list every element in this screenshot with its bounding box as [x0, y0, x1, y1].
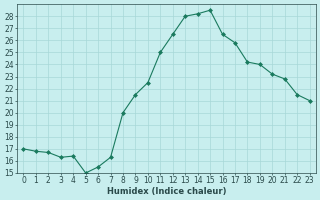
X-axis label: Humidex (Indice chaleur): Humidex (Indice chaleur): [107, 187, 226, 196]
